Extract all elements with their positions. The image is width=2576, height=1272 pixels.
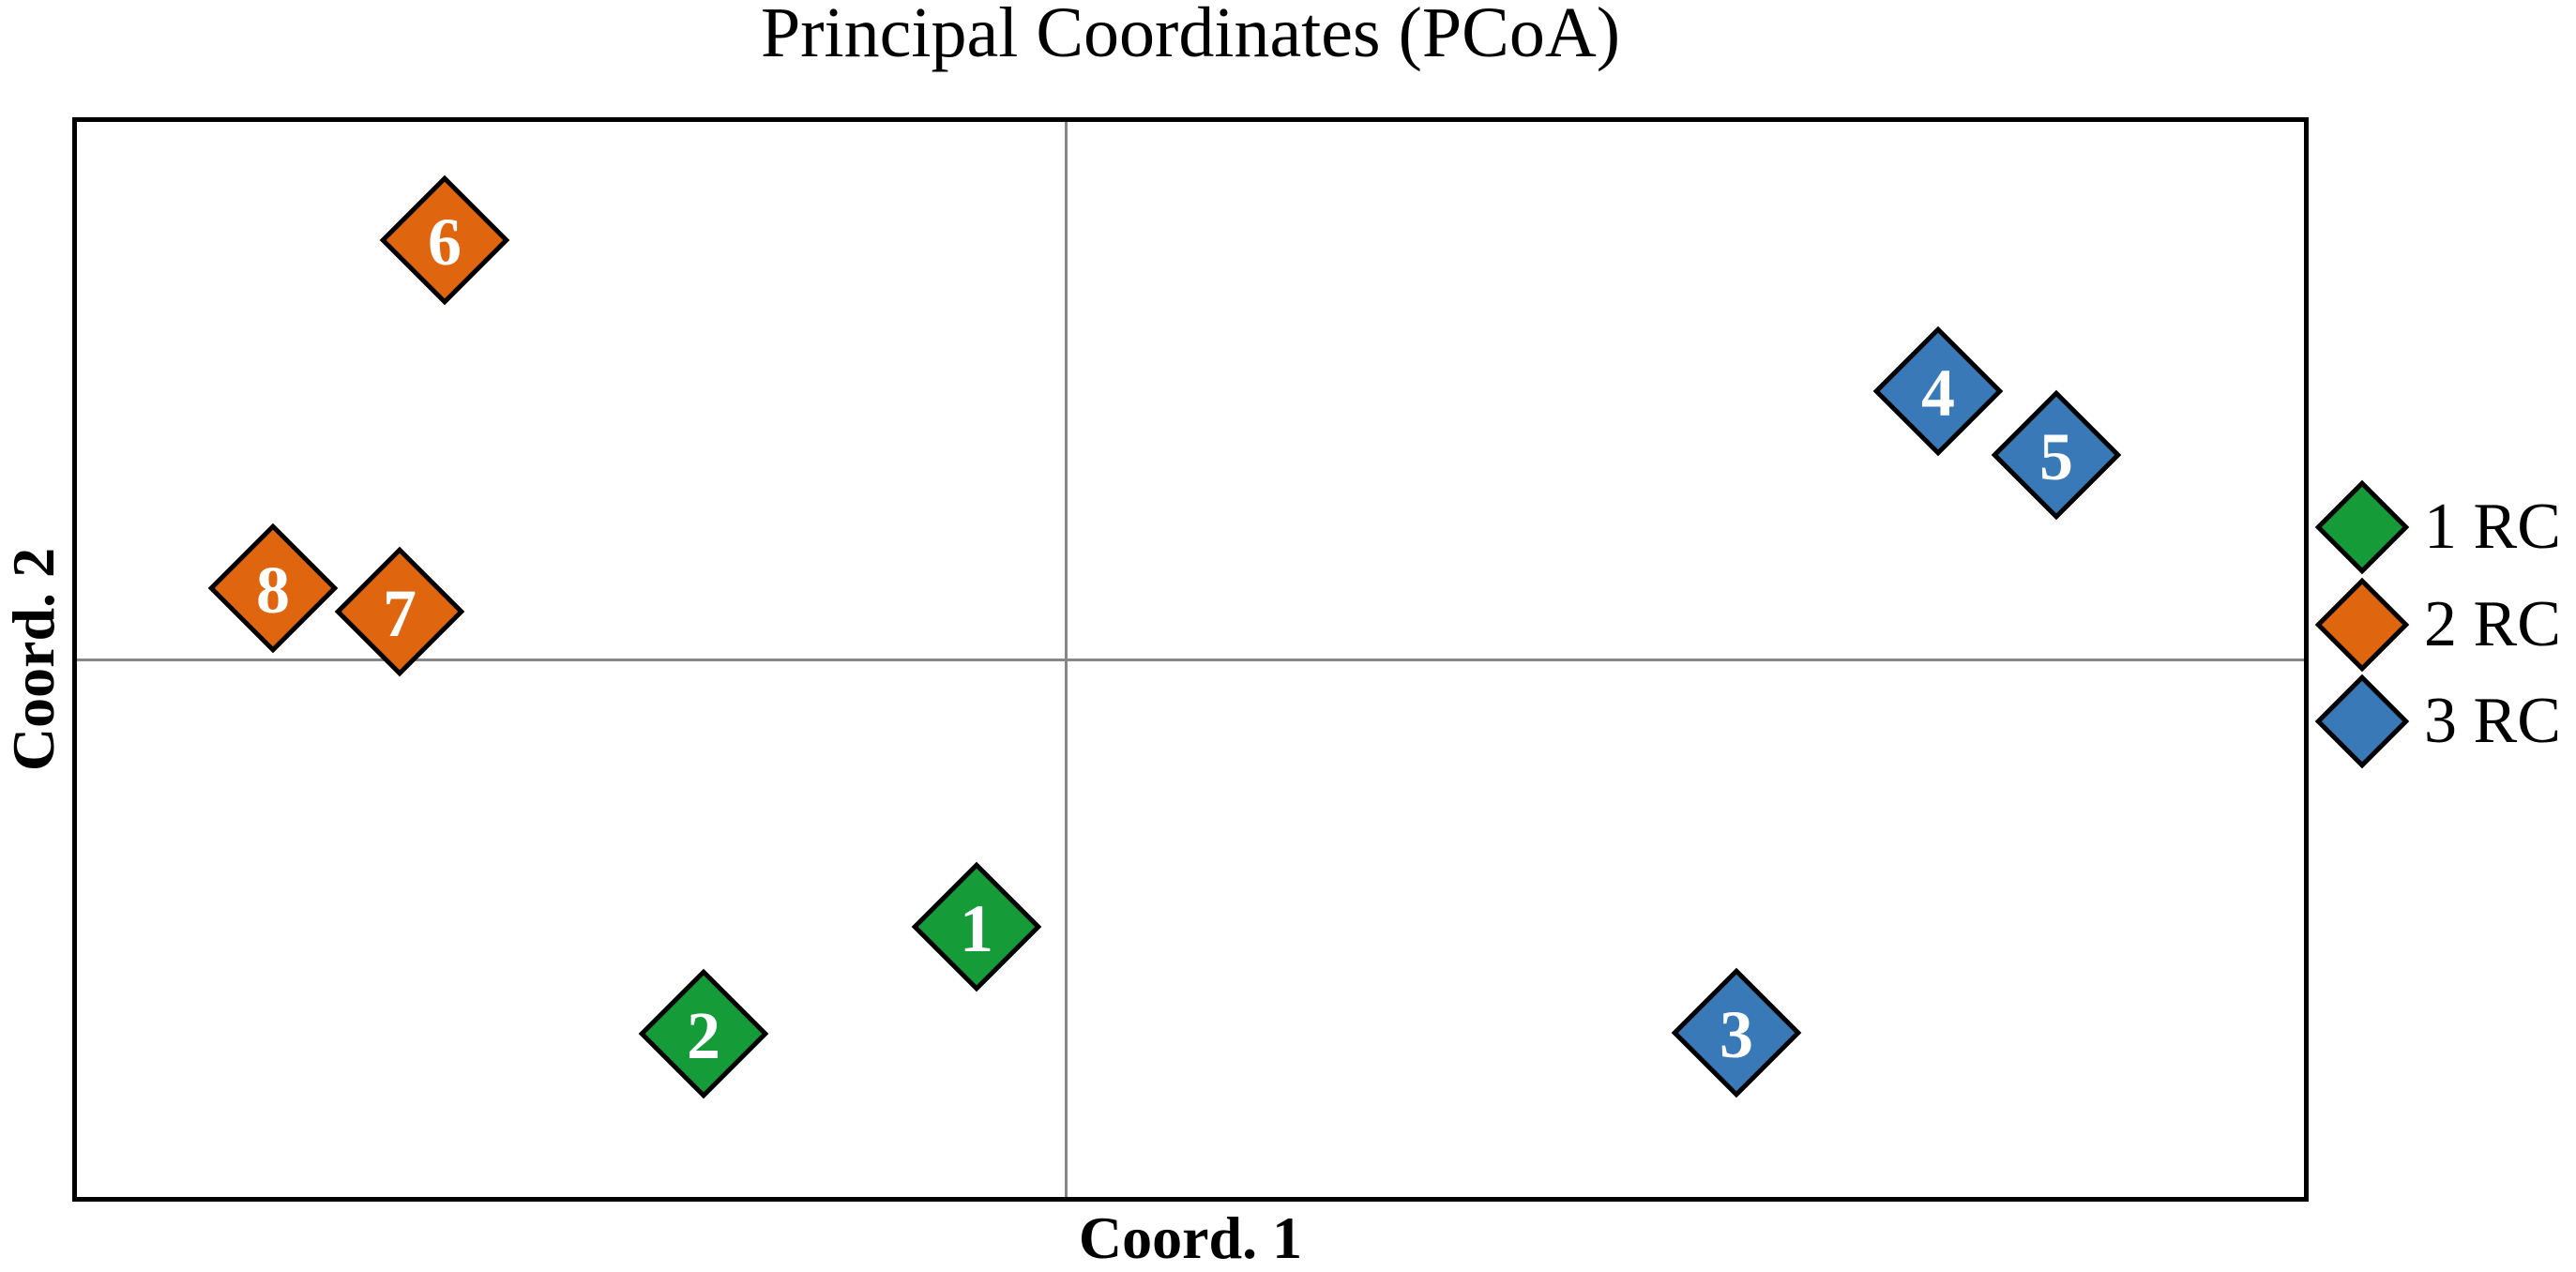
legend-label: 3 RC bbox=[2424, 685, 2561, 757]
quadrant-line-horizontal bbox=[77, 658, 2304, 661]
legend-diamond-icon bbox=[2314, 674, 2410, 769]
point-label: 2 bbox=[687, 998, 720, 1073]
legend-label: 1 RC bbox=[2424, 491, 2561, 563]
point-label: 8 bbox=[256, 553, 290, 628]
legend-item-2-rc: 2 RC bbox=[2314, 577, 2561, 672]
point-label: 1 bbox=[960, 891, 993, 966]
legend-marker-wrap bbox=[2314, 479, 2410, 575]
legend-diamond-icon bbox=[2314, 479, 2410, 575]
plot-area: 1 2 3 4 5 6 7 8 bbox=[72, 117, 2309, 1202]
point-label: 4 bbox=[1921, 356, 1955, 431]
point-label: 7 bbox=[383, 576, 417, 651]
point-label: 3 bbox=[1720, 997, 1753, 1072]
legend-marker-wrap bbox=[2314, 577, 2410, 672]
point-label: 6 bbox=[428, 204, 462, 280]
legend-diamond-icon bbox=[2314, 577, 2410, 672]
point-label: 5 bbox=[2039, 419, 2073, 494]
legend-item-1-rc: 1 RC bbox=[2314, 479, 2561, 575]
x-axis-label: Coord. 1 bbox=[1078, 1204, 1303, 1271]
legend-marker-wrap bbox=[2314, 674, 2410, 769]
chart-title: Principal Coordinates (PCoA) bbox=[760, 0, 1621, 72]
legend-label: 2 RC bbox=[2424, 587, 2561, 660]
y-axis-label: Coord. 2 bbox=[0, 547, 67, 772]
legend-item-3-rc: 3 RC bbox=[2314, 674, 2561, 769]
